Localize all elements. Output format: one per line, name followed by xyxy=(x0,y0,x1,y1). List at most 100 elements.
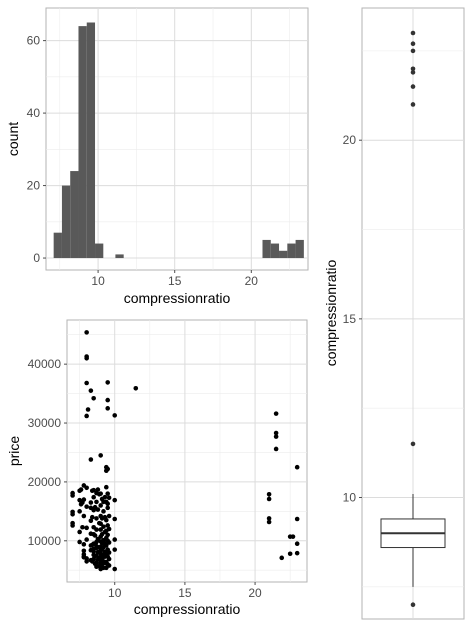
scatter-point xyxy=(290,534,296,539)
boxplot-outlier xyxy=(410,441,416,447)
scatter-point xyxy=(70,511,75,517)
scatter-point xyxy=(105,491,111,496)
scatter-point xyxy=(88,457,94,462)
scatter-points xyxy=(70,330,300,572)
y-tick-label: 20 xyxy=(27,179,41,193)
scatter-point xyxy=(77,529,82,535)
scatter-point xyxy=(112,413,118,418)
scatter-point xyxy=(70,523,75,528)
scatter-point xyxy=(112,516,118,522)
y-tick-label: 40000 xyxy=(28,357,62,371)
y-tick-label: 60 xyxy=(27,34,41,48)
histogram-panel: 10 15 20 0 20 40 60 compressionratio count xyxy=(5,7,309,306)
scatter-point xyxy=(77,509,82,514)
histogram-y-ticks: 0 20 40 60 xyxy=(27,34,46,265)
scatter-point xyxy=(88,518,94,524)
boxplot-panel: 10 15 20 compressionratio xyxy=(323,7,465,620)
scatter-point xyxy=(294,464,300,470)
scatter-point xyxy=(81,513,87,519)
scatter-point xyxy=(106,550,112,555)
boxplot-outlier xyxy=(410,84,416,89)
scatter-point xyxy=(98,503,103,508)
x-tick-label: 20 xyxy=(248,586,262,600)
scatter-point xyxy=(273,411,279,416)
boxplot-y-ticks: 10 15 20 xyxy=(343,133,362,505)
scatter-point xyxy=(105,380,111,385)
histogram-bar xyxy=(95,243,104,259)
scatter-point xyxy=(105,501,111,506)
boxplot-outlier xyxy=(410,602,416,608)
histogram-bar xyxy=(279,250,288,259)
scatter-point xyxy=(84,537,89,542)
scatter-point xyxy=(84,355,89,361)
x-tick-label: 10 xyxy=(108,586,122,600)
scatter-point xyxy=(80,524,85,530)
y-tick-label: 20 xyxy=(343,133,357,147)
scatter-point xyxy=(266,516,272,521)
histogram-bar xyxy=(53,232,62,259)
scatter-point xyxy=(273,430,279,436)
scatter-y-axis-title: price xyxy=(6,436,22,467)
boxplot-outlier xyxy=(410,66,416,72)
histogram-bar xyxy=(115,254,124,259)
histogram-bar xyxy=(78,26,87,259)
boxplot-outlier xyxy=(410,102,416,107)
scatter-point xyxy=(133,385,139,391)
scatter-point xyxy=(112,547,118,552)
scatter-point xyxy=(95,507,101,512)
scatter-point xyxy=(98,453,103,458)
scatter-point xyxy=(273,446,279,452)
scatter-point xyxy=(84,330,89,335)
scatter-point xyxy=(294,550,300,556)
scatter-y-ticks: 10000 20000 30000 40000 xyxy=(28,357,67,548)
scatter-point xyxy=(101,509,106,514)
scatter-point xyxy=(98,521,103,527)
scatter-point xyxy=(102,494,108,500)
scatter-point xyxy=(105,523,111,528)
scatter-point xyxy=(94,516,99,521)
scatter-point xyxy=(266,496,272,502)
scatter-point xyxy=(106,526,112,532)
boxplot-y-axis-title: compressionratio xyxy=(323,259,339,366)
x-tick-label: 10 xyxy=(91,274,105,288)
scatter-point xyxy=(78,487,84,492)
scatter-point xyxy=(98,491,103,496)
scatter-point xyxy=(84,525,89,531)
scatter-point xyxy=(287,551,293,557)
scatter-point xyxy=(279,555,285,561)
scatter-plot-area xyxy=(66,319,308,583)
histogram-x-ticks: 10 15 20 xyxy=(91,270,258,288)
y-tick-label: 10 xyxy=(343,491,357,505)
histogram-y-axis-title: count xyxy=(5,122,21,156)
scatter-point xyxy=(91,487,96,493)
boxplot-outlier xyxy=(410,70,416,75)
histogram-bar xyxy=(262,239,271,259)
scatter-point xyxy=(294,541,300,547)
histogram-bar xyxy=(295,239,304,259)
scatter-point xyxy=(103,484,109,490)
scatter-point xyxy=(101,524,106,529)
scatter-point xyxy=(81,497,87,502)
scatter-point xyxy=(105,466,111,472)
scatter-point xyxy=(112,497,118,503)
y-tick-label: 30000 xyxy=(28,416,62,430)
scatter-point xyxy=(105,406,111,411)
scatter-point xyxy=(88,500,94,505)
y-tick-label: 40 xyxy=(27,106,41,120)
scatter-point xyxy=(81,548,87,554)
boxplot-outlier xyxy=(410,48,416,54)
scatter-point xyxy=(84,485,89,491)
scatter-point xyxy=(105,532,111,538)
scatter-point xyxy=(84,559,89,564)
scatter-point xyxy=(106,540,112,545)
scatter-point xyxy=(84,380,89,386)
scatter-point xyxy=(85,407,91,412)
scatter-point xyxy=(103,543,109,548)
scatter-point xyxy=(266,491,272,497)
scatter-point xyxy=(105,505,111,511)
scatter-point xyxy=(70,493,75,498)
y-tick-label: 0 xyxy=(33,251,40,265)
x-tick-label: 20 xyxy=(245,274,259,288)
scatter-point xyxy=(106,563,112,568)
